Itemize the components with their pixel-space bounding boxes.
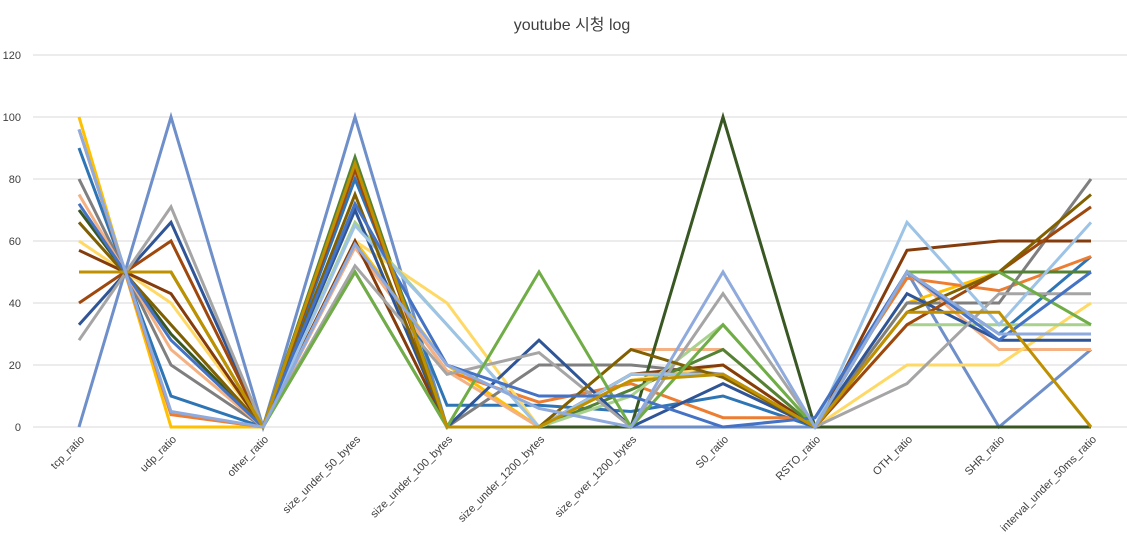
chart-title: youtube 시청 log (514, 16, 631, 34)
x-axis-ticks: tcp_ratio udp_ratio other_ratio size_under_… (49, 433, 1099, 534)
y-tick-label: 0 (15, 422, 21, 434)
x-tick-label: size_under_1200_bytes (456, 433, 547, 524)
x-tick-label: size_under_50_bytes (281, 433, 364, 516)
x-tick-label: SHR_ratio (963, 434, 1007, 478)
y-tick-label: 80 (9, 174, 21, 186)
x-tick-label: other_ratio (225, 434, 271, 480)
series-line-16 (77, 190, 1092, 430)
series-line-20 (77, 128, 1091, 430)
y-tick-label: 60 (9, 236, 21, 248)
x-tick-label: S0_ratio (694, 434, 731, 471)
y-tick-label: 20 (9, 360, 21, 372)
series-line-19 (79, 158, 1093, 431)
series-lines (77, 111, 1093, 433)
y-axis-ticks: 0 20 40 60 80 100 120 (3, 50, 21, 434)
y-tick-label: 100 (3, 112, 21, 124)
x-tick-label: interval_under_50ms_ratio (999, 434, 1100, 535)
y-tick-label: 40 (9, 298, 21, 310)
x-tick-label: size_over_1200_bytes (553, 433, 640, 520)
y-tick-label: 120 (3, 50, 21, 62)
x-tick-label: OTH_ratio (871, 434, 915, 478)
x-tick-label: tcp_ratio (49, 434, 87, 472)
x-tick-label: RSTO_ratio (774, 434, 823, 483)
x-tick-label: udp_ratio (138, 434, 179, 475)
x-tick-label: size_under_100_bytes (368, 433, 455, 520)
